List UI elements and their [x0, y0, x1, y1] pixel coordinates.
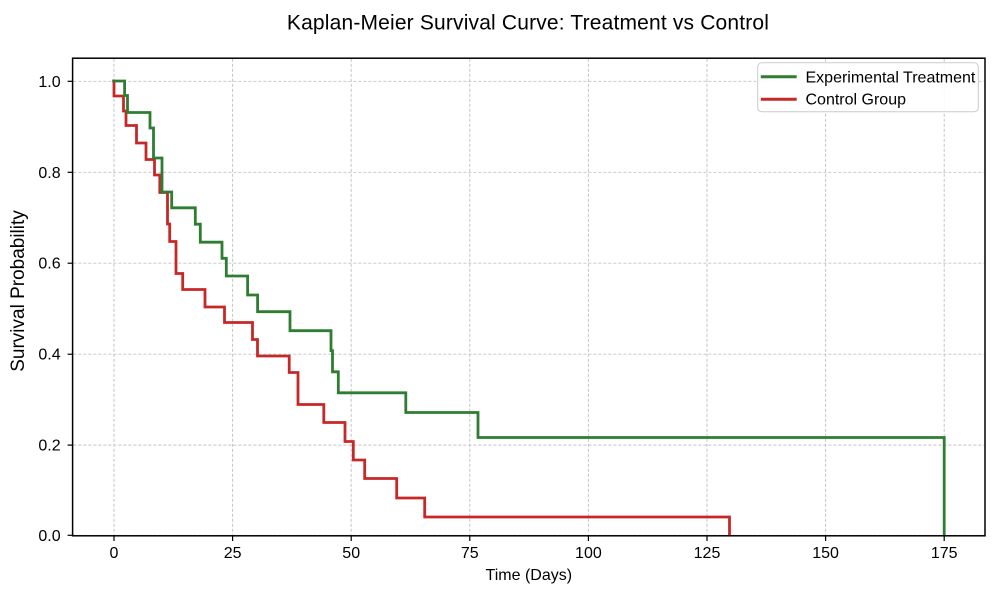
svg-text:150: 150: [812, 545, 839, 562]
svg-text:Experimental Treatment: Experimental Treatment: [806, 69, 976, 86]
svg-text:0.4: 0.4: [38, 347, 60, 364]
svg-text:125: 125: [694, 545, 721, 562]
svg-text:0.2: 0.2: [38, 438, 60, 455]
svg-text:100: 100: [575, 545, 602, 562]
svg-text:175: 175: [931, 545, 958, 562]
svg-text:0: 0: [110, 545, 119, 562]
svg-text:Control Group: Control Group: [806, 92, 907, 109]
svg-text:25: 25: [224, 545, 242, 562]
svg-text:Survival Probability: Survival Probability: [8, 210, 29, 372]
svg-text:75: 75: [461, 545, 479, 562]
svg-text:Kaplan-Meier Survival Curve: T: Kaplan-Meier Survival Curve: Treatment v…: [287, 12, 769, 35]
svg-text:Time (Days): Time (Days): [486, 567, 573, 584]
svg-text:0.6: 0.6: [38, 256, 60, 273]
svg-text:50: 50: [342, 545, 360, 562]
svg-text:0.8: 0.8: [38, 165, 60, 182]
svg-text:1.0: 1.0: [38, 74, 60, 91]
svg-text:0.0: 0.0: [38, 528, 60, 545]
